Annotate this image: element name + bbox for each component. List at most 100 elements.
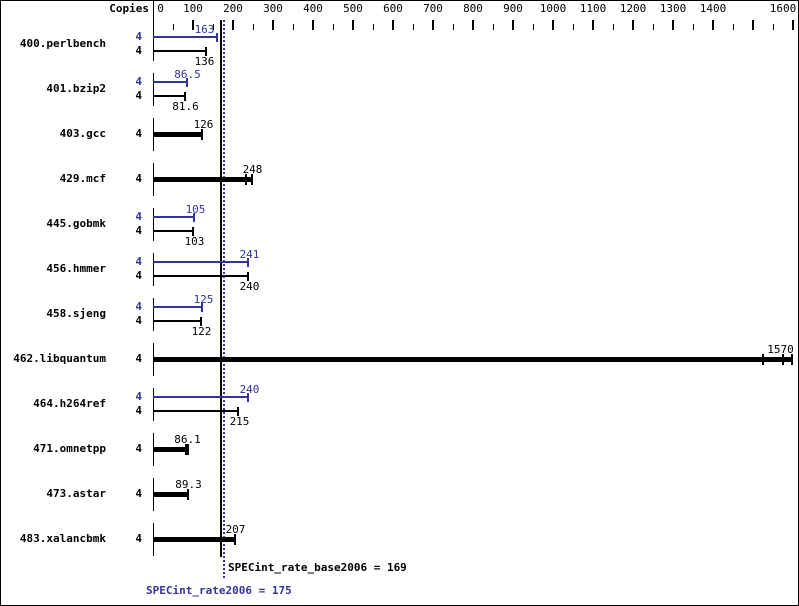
run-spread-tick xyxy=(201,129,203,140)
group-axis xyxy=(153,253,154,286)
x-axis-label: 1100 xyxy=(579,2,607,15)
base-bar-end-cap xyxy=(200,317,202,326)
x-axis-label: 600 xyxy=(383,2,403,15)
base-copies-value: 4 xyxy=(135,89,142,102)
base-value-label: 122 xyxy=(191,325,212,338)
base-bar xyxy=(153,357,793,362)
base-copies-value: 4 xyxy=(135,352,142,365)
x-axis-label: 500 xyxy=(343,2,363,15)
base-bar xyxy=(153,447,189,452)
peak-value-label: 241 xyxy=(239,248,260,261)
x-axis-minor-tick xyxy=(573,24,574,30)
base-bar xyxy=(153,537,236,542)
x-axis-label: 900 xyxy=(503,2,523,15)
peak-bar-end-cap xyxy=(247,393,249,402)
base-copies-value: 4 xyxy=(135,487,142,500)
x-axis-minor-tick xyxy=(613,24,614,30)
base-copies-value: 4 xyxy=(135,127,142,140)
run-spread-tick xyxy=(185,444,187,455)
x-axis-minor-tick xyxy=(373,24,374,30)
base-bar xyxy=(153,177,253,182)
peak-value-label: 125 xyxy=(193,293,214,306)
x-axis-label: 1000 xyxy=(539,2,567,15)
x-axis-major-tick xyxy=(592,20,594,30)
x-axis-label: 0 xyxy=(157,2,164,15)
base-copies-value: 4 xyxy=(135,314,142,327)
x-axis-label: 300 xyxy=(263,2,283,15)
run-spread-tick xyxy=(251,174,253,185)
base-value-label: 126 xyxy=(193,118,214,131)
peak-bar xyxy=(153,216,195,218)
peak-copies-value: 4 xyxy=(135,300,142,313)
x-axis-minor-tick xyxy=(333,24,334,30)
peak-bar-end-cap xyxy=(216,33,218,42)
x-axis-major-tick xyxy=(232,20,234,30)
benchmark-label: 403.gcc xyxy=(59,127,106,140)
peak-bar xyxy=(153,306,203,308)
x-axis-major-tick xyxy=(392,20,394,30)
base-copies-value: 4 xyxy=(135,404,142,417)
copies-column-header: Copies xyxy=(109,2,149,15)
benchmark-label: 473.astar xyxy=(46,487,106,500)
x-axis-minor-tick xyxy=(453,24,454,30)
x-axis-label: 1300 xyxy=(659,2,687,15)
base-bar xyxy=(153,410,239,412)
peak-bar-end-cap xyxy=(201,303,203,312)
benchmark-label: 456.hmmer xyxy=(46,262,106,275)
peak-reference-line xyxy=(223,20,225,579)
benchmark-label: 401.bzip2 xyxy=(46,82,106,95)
x-axis-label: 800 xyxy=(463,2,483,15)
run-spread-tick xyxy=(234,534,236,545)
x-axis-minor-tick xyxy=(493,24,494,30)
group-axis xyxy=(153,28,154,61)
base-value-label: 136 xyxy=(194,55,215,68)
x-axis-major-tick xyxy=(192,20,194,30)
x-axis-minor-tick xyxy=(653,24,654,30)
x-axis-minor-tick xyxy=(293,24,294,30)
run-spread-tick xyxy=(187,444,189,455)
x-axis-major-tick xyxy=(312,20,314,30)
peak-copies-value: 4 xyxy=(135,390,142,403)
group-axis xyxy=(153,298,154,331)
group-axis xyxy=(153,208,154,241)
benchmark-label: 429.mcf xyxy=(59,172,106,185)
peak-bar xyxy=(153,36,218,38)
base-copies-value: 4 xyxy=(135,44,142,57)
peak-bar xyxy=(153,396,249,398)
peak-value-label: 240 xyxy=(239,383,260,396)
base-bar-end-cap xyxy=(237,407,239,416)
base-reference-line xyxy=(220,20,222,557)
run-spread-tick xyxy=(782,354,784,365)
base-value-label: 86.1 xyxy=(174,433,201,446)
summary-base-rate-text: SPECint_rate_base2006 = 169 xyxy=(228,561,407,574)
base-value-label: 248 xyxy=(242,163,263,176)
x-axis-major-tick xyxy=(712,20,714,30)
peak-bar xyxy=(153,81,188,83)
summary-peak-rate-text: SPECint_rate2006 = 175 xyxy=(146,584,292,597)
x-axis-minor-tick xyxy=(213,24,214,30)
x-axis-major-tick xyxy=(272,20,274,30)
x-axis-major-tick xyxy=(672,20,674,30)
base-bar xyxy=(153,95,186,97)
base-copies-value: 4 xyxy=(135,172,142,185)
peak-copies-value: 4 xyxy=(135,210,142,223)
x-axis-label: 1400 xyxy=(699,2,727,15)
x-axis-minor-tick xyxy=(773,24,774,30)
base-copies-value: 4 xyxy=(135,224,142,237)
benchmark-label: 462.libquantum xyxy=(13,352,106,365)
base-bar xyxy=(153,492,189,497)
base-bar-end-cap xyxy=(192,227,194,236)
base-bar xyxy=(153,132,203,137)
peak-value-label: 86.5 xyxy=(174,68,201,81)
base-bar-end-cap xyxy=(205,47,207,56)
benchmark-label: 445.gobmk xyxy=(46,217,106,230)
peak-value-label: 105 xyxy=(185,203,206,216)
base-copies-value: 4 xyxy=(135,532,142,545)
